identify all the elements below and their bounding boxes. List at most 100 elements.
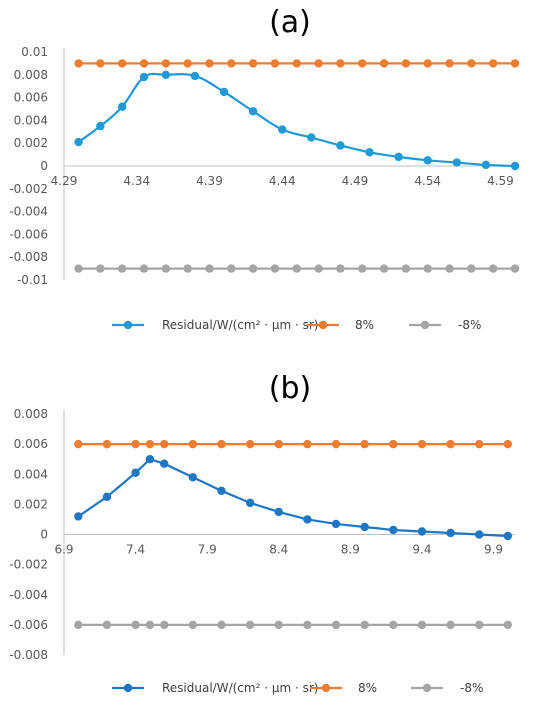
data-point — [314, 264, 323, 273]
data-point — [503, 439, 513, 449]
data-point — [217, 486, 226, 496]
data-point — [475, 620, 484, 630]
data-point — [358, 264, 367, 273]
y-tick-label: -0.002 — [9, 182, 48, 196]
data-point — [336, 141, 345, 150]
data-point — [188, 473, 198, 482]
data-point — [102, 439, 112, 449]
data-point — [117, 264, 127, 273]
data-point — [445, 264, 454, 273]
series-line-residual — [77, 457, 508, 538]
x-tick-label: 4.44 — [269, 174, 296, 188]
x-tick-label: 4.39 — [196, 174, 223, 188]
data-point — [219, 87, 229, 97]
data-point — [423, 264, 432, 273]
data-point — [303, 515, 312, 524]
data-point — [314, 59, 323, 68]
data-point — [139, 72, 149, 82]
data-point — [161, 70, 171, 80]
data-point — [117, 59, 127, 68]
data-point — [248, 107, 258, 116]
data-point — [510, 59, 520, 68]
data-point — [205, 59, 214, 68]
x-tick-label: 4.49 — [342, 174, 369, 188]
legend-label: -8% — [458, 318, 481, 332]
data-point — [270, 59, 280, 68]
data-point — [365, 148, 374, 157]
x-tick-label: 8.9 — [341, 543, 360, 557]
legend-swatch-marker — [422, 683, 432, 693]
data-point — [183, 264, 192, 273]
data-point — [401, 264, 411, 273]
data-point — [245, 439, 255, 449]
data-point — [446, 439, 455, 449]
data-point — [467, 59, 476, 68]
x-tick-label: 8.4 — [269, 543, 288, 557]
data-point — [467, 264, 476, 273]
data-point — [336, 264, 345, 273]
chart-panel-b: (b) 0.008 0.006 0.004 0.002 0 -0.002 -0.004 -0.0… — [9, 371, 515, 695]
data-point — [481, 160, 491, 170]
data-point — [248, 59, 258, 68]
data-point — [331, 519, 341, 529]
data-point — [245, 498, 255, 508]
data-point — [245, 620, 255, 630]
data-point — [303, 439, 312, 449]
data-point — [503, 531, 513, 541]
data-point — [145, 439, 155, 449]
data-point — [307, 133, 316, 142]
y-tick-label: -0.006 — [9, 227, 48, 241]
data-point — [475, 439, 484, 449]
data-point — [389, 620, 398, 630]
y-tick-label: 0.006 — [14, 437, 48, 451]
legend-swatch-marker — [123, 320, 133, 330]
data-point — [360, 522, 369, 532]
data-point — [217, 620, 226, 630]
data-point — [417, 527, 427, 536]
y-tick-label: -0.006 — [9, 618, 48, 632]
data-point — [102, 620, 112, 630]
data-point — [74, 264, 83, 273]
y-tick-label: -0.004 — [9, 588, 48, 602]
data-point — [102, 492, 112, 502]
data-point — [336, 59, 345, 68]
data-point — [227, 264, 236, 273]
data-point — [292, 264, 301, 273]
data-point — [488, 264, 498, 273]
y-tick-label: 0.002 — [14, 136, 48, 150]
data-point — [96, 264, 105, 273]
data-point — [131, 620, 140, 630]
legend-label: 8% — [358, 681, 377, 695]
x-tick-label: 4.29 — [51, 174, 78, 188]
x-tick-label: 9.9 — [484, 543, 503, 557]
data-point — [160, 459, 169, 468]
data-point — [248, 264, 258, 273]
data-point — [401, 59, 411, 68]
x-tick-label: 7.9 — [198, 543, 217, 557]
data-point — [358, 59, 367, 68]
data-point — [278, 125, 287, 134]
data-point — [452, 158, 462, 167]
legend-label: 8% — [355, 318, 374, 332]
data-point — [188, 620, 198, 630]
data-point — [445, 59, 454, 68]
data-point — [446, 528, 455, 538]
series-line-residual — [77, 72, 516, 168]
data-point — [274, 620, 283, 630]
legend-swatch-marker — [318, 320, 328, 330]
data-point — [131, 468, 140, 477]
x-tick-label: 6.9 — [54, 543, 73, 557]
data-point — [161, 264, 171, 273]
y-tick-label: 0.008 — [14, 407, 48, 421]
data-point — [205, 264, 214, 273]
data-point — [394, 152, 403, 162]
data-point — [379, 264, 389, 273]
y-tick-label: 0.004 — [14, 467, 48, 481]
y-tick-label: -0.002 — [9, 558, 48, 572]
chart-panel-a: (a) 0.01 0.008 0.006 0.004 0.002 0 -0.002 -0.004… — [9, 5, 520, 332]
data-point — [423, 156, 432, 165]
x-tick-label: 9.4 — [412, 543, 431, 557]
chart-title: (a) — [269, 5, 311, 40]
x-tick-label: 4.59 — [487, 174, 514, 188]
